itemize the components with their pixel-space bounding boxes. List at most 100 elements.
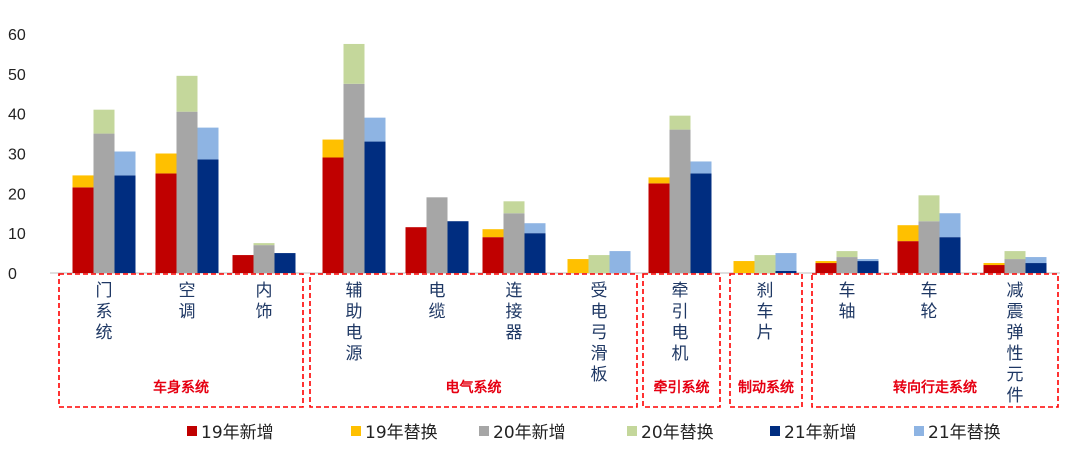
- group-box: [309, 273, 638, 408]
- bar-21-new: [1025, 263, 1047, 273]
- y-tick-label: 60: [8, 27, 26, 44]
- bar-21-replace: [775, 253, 797, 272]
- bar-20-replace: [669, 115, 691, 130]
- bar-21-replace: [364, 117, 386, 142]
- bar-20-replace: [588, 255, 610, 273]
- bar-21-replace: [1025, 257, 1047, 264]
- bar-19-new: [405, 227, 427, 273]
- legend-label: 20年新增: [493, 423, 566, 443]
- legend-swatch: [479, 426, 489, 436]
- bar-19-replace: [733, 261, 755, 273]
- bar-20-replace: [1004, 251, 1026, 260]
- bar-21-new: [939, 237, 961, 273]
- category-label: 牵引电机: [672, 281, 689, 364]
- bar-21-new: [690, 173, 712, 273]
- bar-19-replace: [482, 229, 504, 238]
- bar-20-new: [503, 213, 525, 273]
- legend-swatch: [351, 426, 361, 436]
- bar-20-replace: [343, 43, 365, 84]
- y-tick-label: 0: [8, 266, 17, 283]
- category-label: 电缆: [429, 281, 446, 322]
- bar-19-replace: [322, 139, 344, 158]
- category-label: 内饰: [256, 281, 273, 322]
- bar-19-replace: [815, 261, 837, 264]
- bar-21-new: [197, 159, 219, 273]
- legend-swatch: [914, 426, 924, 436]
- bar-19-new: [815, 263, 837, 273]
- group-label: 转向行走系统: [893, 379, 977, 396]
- legend-label: 21年新增: [784, 423, 857, 443]
- legend-label: 21年替换: [928, 423, 1001, 443]
- bar-20-new: [426, 197, 448, 273]
- legend-label: 19年替换: [365, 423, 438, 443]
- y-tick-label: 20: [8, 186, 26, 203]
- bar-19-replace: [155, 153, 177, 174]
- category-label: 辅助电源: [346, 281, 363, 364]
- bar-21-new: [364, 141, 386, 273]
- legend-label: 20年替换: [641, 423, 714, 443]
- bar-19-replace: [567, 259, 589, 273]
- group-box: [642, 273, 721, 408]
- bar-20-new: [1004, 259, 1026, 273]
- bar-19-replace: [72, 175, 94, 188]
- y-tick-label: 50: [8, 67, 26, 84]
- legend-swatch: [187, 426, 197, 436]
- legend-swatch: [770, 426, 780, 436]
- group-box: [729, 273, 803, 408]
- bar-21-new: [775, 271, 797, 273]
- bar-20-new: [93, 133, 115, 273]
- y-tick-label: 30: [8, 147, 26, 164]
- bar-21-new: [524, 233, 546, 273]
- group-box: [58, 273, 304, 408]
- bar-21-new: [447, 221, 469, 273]
- bar-20-replace: [253, 243, 275, 246]
- category-label: 连接器: [506, 281, 523, 343]
- bar-20-replace: [836, 251, 858, 258]
- bar-21-replace: [939, 213, 961, 238]
- y-tick-label: 10: [8, 226, 26, 243]
- bar-20-new: [253, 245, 275, 273]
- bar-21-new: [114, 175, 136, 273]
- bar-19-new: [72, 187, 94, 273]
- bar-20-new: [176, 111, 198, 273]
- bar-19-replace: [648, 177, 670, 184]
- category-label: 空调: [179, 281, 196, 322]
- bar-20-replace: [918, 195, 940, 222]
- bar-21-new: [857, 261, 879, 273]
- y-tick-label: 40: [8, 107, 26, 124]
- bar-21-replace: [197, 127, 219, 160]
- category-label: 受电弓滑板: [591, 281, 608, 385]
- bar-19-new: [322, 157, 344, 273]
- category-label: 车轮: [921, 281, 938, 322]
- group-box: [811, 273, 1059, 408]
- category-label: 刹车片: [757, 281, 774, 343]
- bar-21-replace: [609, 251, 631, 273]
- bar-19-new: [155, 173, 177, 273]
- bar-21-new: [274, 253, 296, 273]
- bar-20-new: [669, 129, 691, 273]
- group-label: 电气系统: [446, 379, 502, 396]
- bar-20-new: [918, 221, 940, 273]
- legend-swatch: [627, 426, 637, 436]
- bar-19-new: [482, 237, 504, 273]
- bar-20-replace: [754, 255, 776, 273]
- bar-20-replace: [93, 109, 115, 134]
- bar-20-replace: [503, 201, 525, 214]
- bar-20-replace: [176, 75, 198, 112]
- legend-label: 19年新增: [201, 423, 274, 443]
- group-label: 制动系统: [738, 379, 794, 396]
- category-label: 减震弹性元件: [1007, 281, 1024, 406]
- category-label: 车轴: [839, 281, 856, 322]
- category-label: 门系统: [96, 281, 113, 343]
- bar-21-replace: [857, 259, 879, 262]
- bar-21-replace: [690, 161, 712, 174]
- bar-19-replace: [983, 263, 1005, 266]
- bar-19-new: [897, 241, 919, 273]
- bar-20-new: [343, 83, 365, 274]
- bar-19-replace: [897, 225, 919, 242]
- bar-19-new: [983, 265, 1005, 273]
- bar-19-new: [232, 255, 254, 273]
- bar-20-new: [836, 257, 858, 273]
- bar-19-new: [648, 183, 670, 273]
